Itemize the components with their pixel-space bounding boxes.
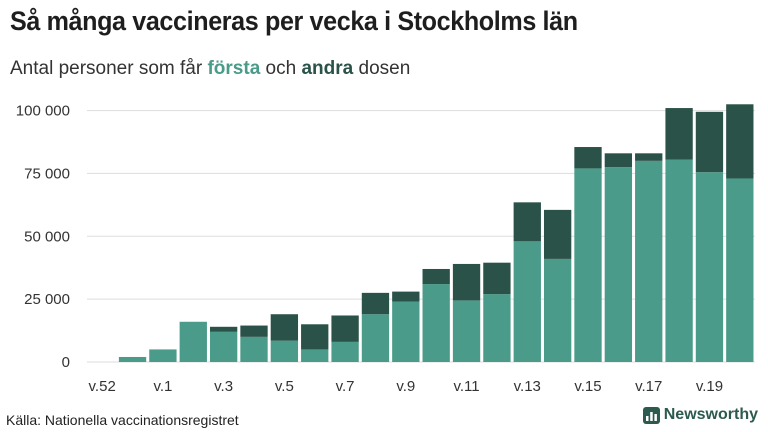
bar-chart: 0 25 000 50 000 75 000 100 000 v.52 v.1 v.3 v.5 v… xyxy=(16,103,755,395)
bar-second-dose xyxy=(240,325,268,337)
bar-second-dose xyxy=(635,153,663,161)
bar-first-dose xyxy=(209,331,238,362)
x-tick-label: v.52 xyxy=(89,378,116,395)
bar-second-dose xyxy=(331,315,359,342)
bar-second-dose xyxy=(574,147,602,169)
bar-first-dose xyxy=(118,356,147,362)
x-tick-label: v.11 xyxy=(453,378,479,395)
bar-second-dose xyxy=(726,104,754,179)
bar-second-dose xyxy=(513,202,541,242)
x-tick-label: v.1 xyxy=(153,378,172,395)
y-tick-label: 100 000 xyxy=(16,103,70,120)
subtitle-text-pre: Antal personer som får xyxy=(10,58,208,79)
brand-logo[interactable]: Newsworthy xyxy=(642,406,758,424)
subtitle-text-mid: och xyxy=(260,58,302,79)
bar-first-dose xyxy=(149,349,177,362)
subtitle-text-post: dosen xyxy=(353,58,411,79)
bar-second-dose xyxy=(543,209,572,259)
y-tick-label: 25 000 xyxy=(24,291,70,308)
bar-first-dose xyxy=(331,341,359,362)
bar-first-dose xyxy=(301,349,329,362)
x-tick-label: v.5 xyxy=(275,378,294,395)
bar-second-dose xyxy=(209,326,238,332)
bar-first-dose xyxy=(483,294,511,362)
bar-first-dose xyxy=(422,284,450,362)
x-tick-label: v.17 xyxy=(635,378,662,395)
bar-first-dose xyxy=(604,167,633,362)
x-tick-label: v.15 xyxy=(574,378,601,395)
bar-chart-logo-icon xyxy=(642,406,660,424)
y-tick-label: 0 xyxy=(62,354,70,371)
chart-subtitle: Antal personer som får första och andra … xyxy=(10,58,410,80)
bar-second-dose xyxy=(422,268,450,285)
bar-first-dose xyxy=(179,321,207,362)
bar-second-dose xyxy=(604,153,633,168)
legend-first-dose: första xyxy=(207,58,261,79)
bar-first-dose xyxy=(543,258,572,362)
bar-second-dose xyxy=(270,314,299,341)
x-tick-label: v.13 xyxy=(514,378,541,395)
bar-first-dose xyxy=(361,314,390,362)
bar-first-dose xyxy=(513,241,541,362)
bar-second-dose xyxy=(361,292,390,315)
bar-first-dose xyxy=(726,178,754,362)
bar-second-dose xyxy=(392,291,420,302)
x-tick-label: v.9 xyxy=(396,378,415,395)
bar-first-dose xyxy=(635,160,663,362)
x-tick-label: v.7 xyxy=(336,378,355,395)
y-tick-label: 50 000 xyxy=(24,228,70,245)
bar-first-dose xyxy=(452,300,481,362)
brand-name: Newsworthy xyxy=(663,406,758,423)
bar-second-dose xyxy=(665,108,693,160)
x-tick-label: v.3 xyxy=(214,378,233,395)
y-tick-label: 75 000 xyxy=(24,165,70,182)
bar-second-dose xyxy=(452,263,481,301)
bar-second-dose xyxy=(695,111,724,173)
source-note: Källa: Nationella vaccinationsregistret xyxy=(6,412,239,428)
bar-second-dose xyxy=(301,324,329,350)
bar-first-dose xyxy=(665,159,693,362)
bar-first-dose xyxy=(270,340,299,362)
chart-title: Så många vaccineras per vecka i Stockhol… xyxy=(10,6,578,36)
bar-first-dose xyxy=(695,172,724,362)
bar-first-dose xyxy=(574,168,602,362)
legend-second-dose: andra xyxy=(301,58,354,79)
bar-first-dose xyxy=(392,301,420,362)
x-tick-label: v.19 xyxy=(696,378,723,395)
bar-second-dose xyxy=(483,262,511,295)
bar-first-dose xyxy=(240,336,268,362)
